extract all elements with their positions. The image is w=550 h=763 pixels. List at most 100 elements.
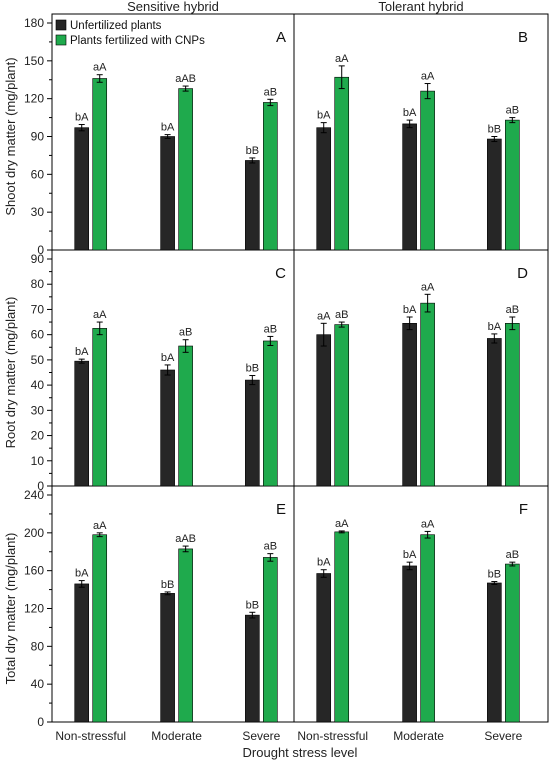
- y-axis-label: Root dry matter (mg/plant): [3, 297, 18, 449]
- data-label: aA: [421, 71, 435, 83]
- data-label: bA: [161, 352, 175, 364]
- y-tick-label: 240: [24, 488, 44, 502]
- data-label: bB: [246, 145, 259, 157]
- y-tick-label: 160: [24, 564, 44, 578]
- bar: [334, 324, 350, 487]
- bar: [420, 302, 435, 487]
- bar: [160, 369, 175, 487]
- bar: [316, 334, 332, 487]
- bar: [334, 531, 350, 723]
- bar: [402, 123, 417, 251]
- bar: [92, 328, 108, 487]
- bar: [334, 76, 350, 251]
- data-label: aB: [179, 327, 192, 339]
- bar: [92, 78, 108, 251]
- bar: [420, 534, 435, 723]
- data-label: bA: [403, 549, 417, 561]
- y-tick-label: 60: [31, 328, 45, 342]
- data-label: bA: [317, 557, 331, 569]
- data-label: bA: [317, 110, 331, 122]
- data-label: aAB: [175, 73, 196, 85]
- bar: [420, 90, 435, 251]
- bar: [74, 583, 90, 723]
- y-tick-label: 50: [31, 353, 45, 367]
- data-label: bA: [488, 321, 502, 333]
- x-axis-label: Drought stress level: [243, 745, 358, 760]
- data-label: aB: [506, 304, 519, 316]
- y-tick-label: 150: [24, 54, 44, 68]
- bar: [402, 323, 417, 487]
- y-tick-label: 80: [31, 277, 45, 291]
- data-label: bB: [488, 124, 501, 136]
- y-axis-label: Shoot dry matter (mg/plant): [3, 57, 18, 215]
- bar: [505, 119, 520, 251]
- x-tick-label: Moderate: [393, 729, 444, 743]
- bar: [74, 127, 90, 251]
- y-tick-label: 180: [24, 16, 44, 30]
- data-label: bA: [75, 568, 89, 580]
- x-tick-label: Moderate: [151, 729, 202, 743]
- data-label: bB: [161, 579, 174, 591]
- bar: [245, 160, 260, 251]
- legend-swatch: [55, 19, 67, 31]
- x-tick-label: Severe: [242, 729, 280, 743]
- y-tick-label: 40: [31, 677, 45, 691]
- bar: [178, 548, 193, 723]
- y-tick-label: 0: [37, 715, 44, 729]
- data-label: aA: [317, 310, 331, 322]
- data-label: bB: [246, 363, 259, 375]
- panel-letter: C: [275, 265, 286, 282]
- bar: [505, 323, 520, 487]
- bar: [74, 360, 90, 487]
- bar: [263, 102, 278, 251]
- y-tick-label: 200: [24, 526, 44, 540]
- y-tick-label: 90: [31, 252, 45, 266]
- bar: [178, 345, 193, 487]
- y-axis-label: Total dry matter (mg/plant): [3, 533, 18, 685]
- y-tick-label: 20: [31, 429, 45, 443]
- data-label: aA: [421, 281, 435, 293]
- column-title: Sensitive hybrid: [127, 0, 219, 14]
- bar: [245, 379, 260, 487]
- data-label: bA: [75, 112, 89, 124]
- data-label: bA: [161, 122, 175, 134]
- bar: [402, 565, 417, 723]
- data-label: aA: [421, 518, 435, 530]
- bar: [316, 573, 332, 723]
- y-tick-label: 0: [37, 479, 44, 493]
- panel-letter: E: [276, 501, 286, 518]
- y-tick-label: 90: [31, 130, 45, 144]
- figure-frame: [51, 13, 549, 723]
- data-label: aB: [264, 541, 277, 553]
- panel-letter: A: [276, 29, 286, 46]
- bar: [92, 534, 108, 723]
- y-tick-label: 0: [37, 243, 44, 257]
- data-label: bA: [403, 304, 417, 316]
- data-label: aB: [506, 549, 519, 561]
- data-label: aB: [506, 105, 519, 117]
- data-label: bB: [246, 599, 259, 611]
- bar: [160, 136, 175, 251]
- bar: [160, 593, 175, 723]
- y-tick-label: 40: [31, 378, 45, 392]
- x-tick-label: Non-stressful: [55, 729, 126, 743]
- bar: [245, 614, 260, 723]
- panel-letter: F: [519, 501, 528, 518]
- y-tick-label: 30: [31, 205, 45, 219]
- y-tick-label: 60: [31, 167, 45, 181]
- bar: [505, 563, 520, 723]
- data-label: aA: [93, 520, 107, 532]
- data-label: aB: [335, 309, 348, 321]
- data-label: aA: [93, 309, 107, 321]
- bar: [178, 88, 193, 251]
- data-label: bA: [403, 107, 417, 119]
- y-tick-label: 30: [31, 403, 45, 417]
- bar: [487, 138, 502, 251]
- data-label: aB: [264, 86, 277, 98]
- bar: [263, 340, 278, 487]
- legend-label: Plants fertilized with CNPs: [70, 35, 205, 47]
- data-label: aAB: [175, 533, 196, 545]
- bar: [263, 557, 278, 723]
- column-title: Tolerant hybrid: [378, 0, 463, 14]
